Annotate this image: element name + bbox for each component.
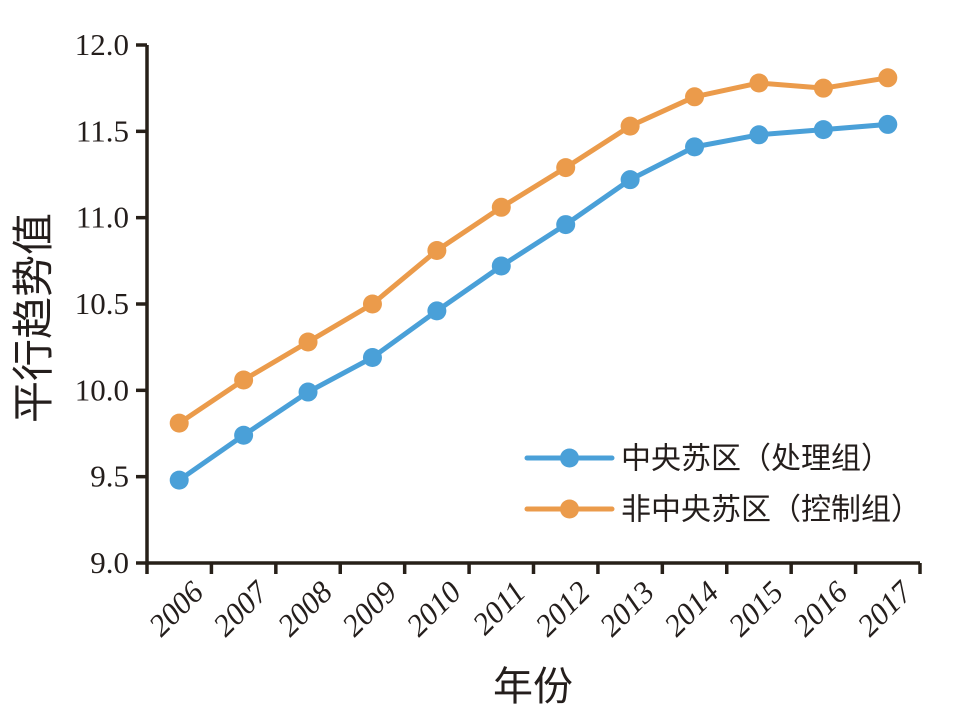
data-point-control [878, 68, 898, 88]
y-tick-label: 9.0 [90, 545, 129, 580]
data-point-treatment [362, 348, 382, 368]
data-point-control [749, 73, 769, 93]
y-axis-title: 平行趋势值 [12, 213, 58, 423]
data-point-treatment [556, 215, 576, 235]
data-point-treatment [749, 125, 769, 145]
y-tick-label: 11.0 [76, 200, 129, 235]
legend-marker-treatment-icon [560, 448, 579, 468]
data-point-control [362, 294, 382, 314]
x-tick-label: 2011 [465, 574, 532, 641]
y-tick-label: 10.5 [75, 286, 129, 321]
x-tick-label: 2006 [142, 574, 211, 643]
x-tick-label: 2017 [850, 573, 920, 643]
data-point-control [298, 332, 318, 352]
data-point-control [620, 116, 640, 136]
legend-item-control: 非中央苏区（控制组） [524, 494, 921, 527]
data-point-control [556, 158, 576, 178]
data-point-treatment [878, 114, 898, 134]
plot-area: 9.09.510.010.511.011.512.020062007200820… [75, 27, 922, 643]
data-point-control [813, 78, 833, 98]
legend-label-control: 非中央苏区（控制组） [621, 494, 921, 527]
x-tick-label: 2015 [721, 574, 790, 643]
data-point-treatment [813, 120, 833, 140]
y-tick-label: 10.0 [75, 372, 129, 407]
y-tick-label: 11.5 [76, 113, 129, 148]
series-line-control [176, 75, 891, 426]
data-point-control [234, 370, 254, 390]
legend-label-treatment: 中央苏区（处理组） [621, 443, 891, 476]
legend-item-treatment: 中央苏区（处理组） [524, 443, 891, 476]
legend-marker-control-icon [560, 499, 579, 519]
data-point-treatment [620, 170, 640, 190]
data-point-control [427, 240, 447, 260]
axis-spines [145, 45, 920, 565]
data-point-control [685, 87, 705, 107]
data-point-treatment [491, 256, 511, 276]
data-point-treatment [685, 137, 705, 157]
legend: 中央苏区（处理组） 非中央苏区（控制组） [524, 443, 921, 527]
data-point-treatment [234, 425, 254, 445]
x-tick-label: 2012 [528, 574, 597, 643]
data-point-control [491, 197, 511, 217]
x-tick-label: 2013 [592, 574, 661, 643]
x-axis-title: 年份 [493, 664, 573, 707]
data-point-treatment [169, 470, 189, 490]
data-point-treatment [427, 301, 447, 321]
x-tick-label: 2014 [657, 574, 726, 643]
x-tick-label: 2007 [206, 573, 276, 643]
x-tick-label: 2010 [399, 574, 468, 643]
x-tick-label: 2009 [335, 574, 404, 643]
x-tick-label: 2008 [270, 574, 339, 643]
series-line-treatment [176, 121, 891, 483]
y-tick-label: 12.0 [75, 27, 129, 62]
data-point-control [169, 413, 189, 433]
x-tick-label: 2016 [786, 574, 855, 643]
y-tick-label: 9.5 [90, 459, 129, 494]
data-point-treatment [298, 382, 318, 402]
